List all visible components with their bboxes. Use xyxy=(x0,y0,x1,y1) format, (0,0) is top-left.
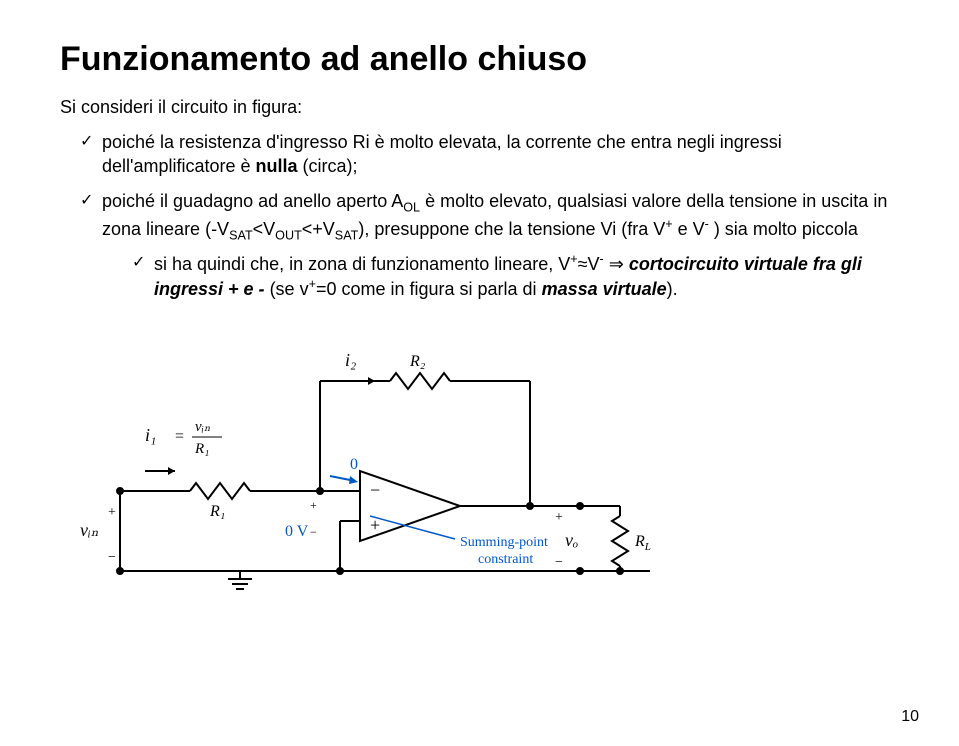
b2-end: ) sia molto piccola xyxy=(709,219,858,239)
b2-sat2: SAT xyxy=(335,229,359,243)
node-minus: − xyxy=(310,525,317,539)
sub-bullet-list: si ha quindi che, in zona di funzionamen… xyxy=(102,251,899,302)
vo-plus: + xyxy=(555,510,563,525)
b2-and: e V xyxy=(673,219,705,239)
label-r1: R₁ xyxy=(209,503,225,520)
label-constraint: constraint xyxy=(478,552,533,567)
b3-arrow: ⇒ xyxy=(604,254,629,274)
label-0v: 0 V xyxy=(285,523,309,540)
bullet-1-pre: poiché la resistenza d'ingresso Ri è mol… xyxy=(102,132,782,176)
label-frac-top: vᵢₙ xyxy=(195,419,211,435)
page-number: 10 xyxy=(901,708,919,726)
label-i1: i₁ xyxy=(145,425,156,445)
node-plus: + xyxy=(310,498,317,512)
b2-sat1: SAT xyxy=(229,229,253,243)
label-vin-plus: + xyxy=(108,505,116,520)
label-r2: R₂ xyxy=(409,353,426,370)
b2-post: ), presuppone che la tensione Vi (fra V xyxy=(358,219,665,239)
b3-pre: si ha quindi che, in zona di funzionamen… xyxy=(154,254,570,274)
label-eq: = xyxy=(175,428,184,445)
bullet-2: poiché il guadagno ad anello aperto AOL … xyxy=(80,189,899,302)
i1-group: i₁ = vᵢₙ R₁ xyxy=(145,419,222,475)
b3-popen: (se v xyxy=(270,279,309,299)
b2-out: OUT xyxy=(275,229,302,243)
slide-subtitle: Si consideri il circuito in figura: xyxy=(60,97,899,118)
label-summing: Summing-point xyxy=(460,535,548,550)
bullet-list: poiché la resistenza d'ingresso Ri è mol… xyxy=(60,130,899,301)
bullet-1: poiché la resistenza d'ingresso Ri è mol… xyxy=(80,130,899,179)
label-zero-current: 0 xyxy=(350,456,358,473)
b2-pre: poiché il guadagno ad anello aperto A xyxy=(102,191,403,211)
label-vo: vₒ xyxy=(565,530,578,550)
label-i2: i₂ xyxy=(345,350,356,370)
b2-lt2: <+V xyxy=(302,219,335,239)
bullet-3: si ha quindi che, in zona di funzionamen… xyxy=(132,251,899,302)
vo-minus: − xyxy=(555,555,563,570)
b2-lt1: <V xyxy=(253,219,276,239)
label-frac-bot: R₁ xyxy=(194,441,209,457)
slide-title: Funzionamento ad anello chiuso xyxy=(60,40,899,79)
opamp-minus: − xyxy=(370,480,380,500)
b3-approx: ≈V xyxy=(578,254,600,274)
b2-plus: + xyxy=(665,217,672,231)
label-rl: RL xyxy=(634,533,651,553)
bullet-1-bold: nulla xyxy=(256,156,298,176)
circuit-diagram: vᵢₙ + − i₁ = vᵢₙ R₁ R₁ i₂ R₂ xyxy=(60,321,700,601)
b3-pmid: =0 come in figura si parla di xyxy=(316,279,542,299)
b3-plus: + xyxy=(570,252,577,266)
b2-sub-ol: OL xyxy=(403,200,420,214)
b3-close: ). xyxy=(667,279,678,299)
b3-virtual: massa virtuale xyxy=(542,279,667,299)
label-vin: vᵢₙ xyxy=(80,520,99,540)
b3-pplus: + xyxy=(309,277,316,291)
label-vin-minus: − xyxy=(108,550,116,565)
bullet-1-post: (circa); xyxy=(298,156,358,176)
